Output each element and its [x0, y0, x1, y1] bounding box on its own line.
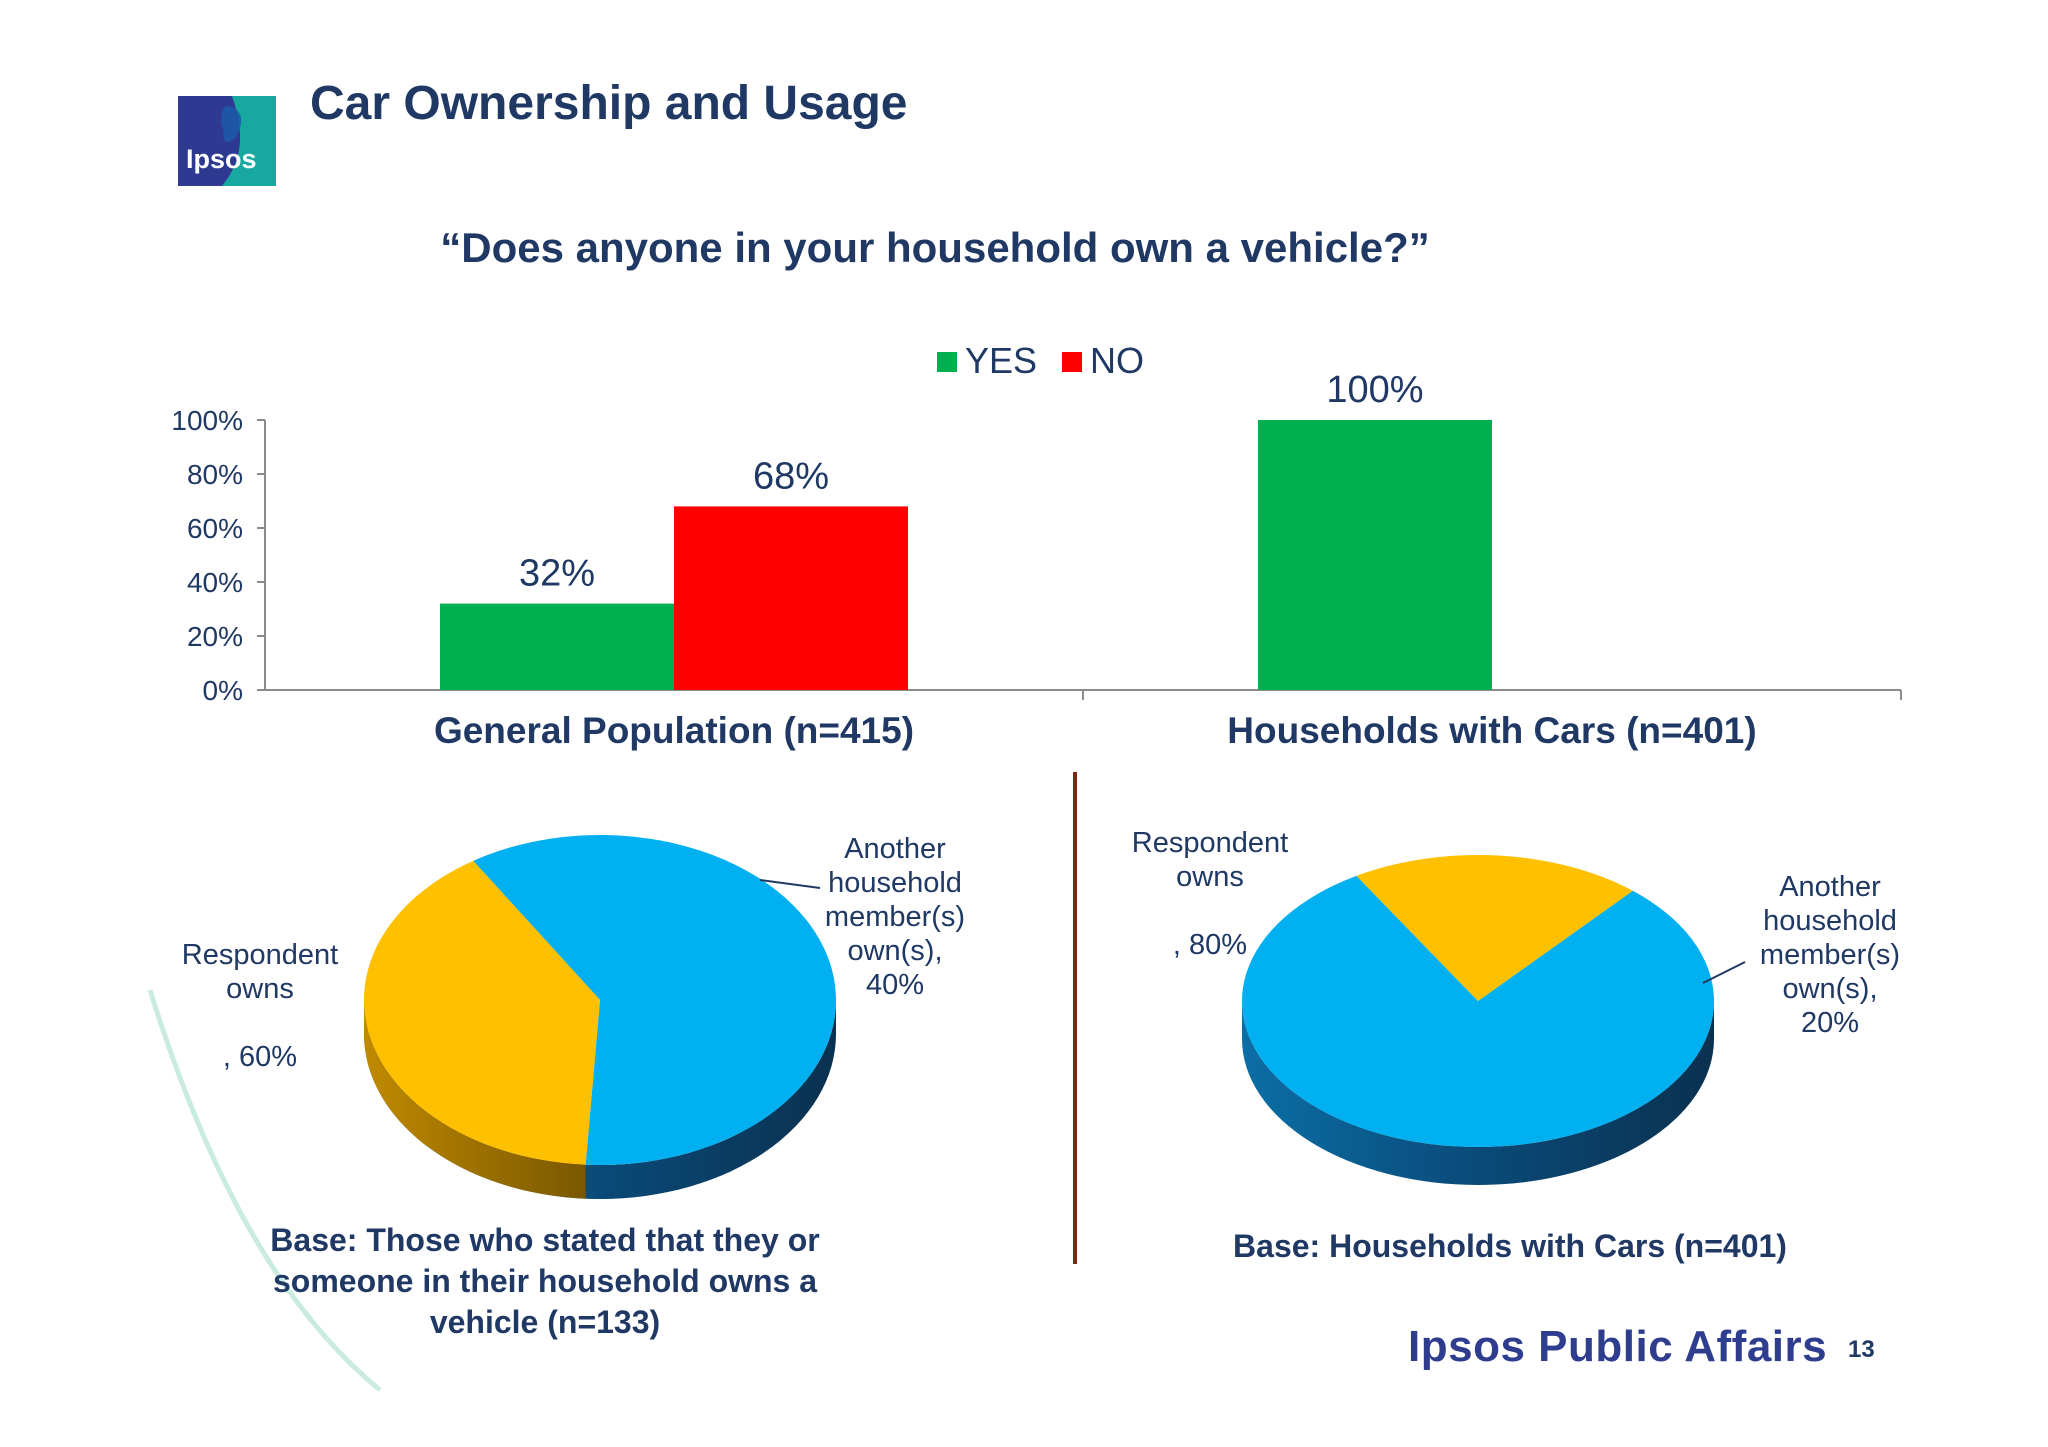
y-tick-label: 80% [187, 459, 243, 490]
pie1-base-note: Base: Those who stated that they or some… [270, 1222, 820, 1340]
pie-slice-respondent [1242, 875, 1715, 1148]
y-tick-label: 60% [187, 513, 243, 544]
pie2-respondent-label: Respondent owns , 80% [1131, 827, 1289, 961]
pie-1 [363, 835, 836, 1199]
pie-side-wall [1242, 1001, 1714, 1185]
bar-data-label: 68% [753, 455, 829, 497]
bar-no-0 [674, 506, 908, 690]
pie-slice-respondent [473, 835, 836, 1165]
bar-yes-0 [440, 603, 674, 690]
y-tick-label: 20% [187, 621, 243, 652]
ipsos-logo: Ipsos [178, 96, 276, 186]
page-title: Car Ownership and Usage [310, 77, 908, 130]
y-tick-label: 0% [203, 675, 243, 706]
footer-brand: Ipsos Public Affairs [1408, 1322, 1828, 1371]
legend-label-no: NO [1090, 340, 1144, 381]
pie2-base-note: Base: Households with Cars (n=401) [1233, 1228, 1787, 1264]
pie-side-wall-yellow [364, 1000, 586, 1199]
pie-2 [1242, 855, 1746, 1185]
ownership-bar-chart: 0% 20% 40% 60% 80% 100% 32% 68% 100% YES NO [171, 340, 1902, 706]
y-tick-label: 100% [171, 405, 243, 436]
category-label-general: General Population (n=415) [433, 710, 915, 751]
bar-data-label: 32% [519, 553, 595, 595]
logo-text: Ipsos [186, 144, 257, 174]
y-tick-label: 40% [187, 567, 243, 598]
legend-swatch-yes [937, 352, 957, 372]
bar-yes-1 [1258, 420, 1492, 690]
category-label-households: Households with Cars (n=401) [1227, 710, 1757, 751]
pie1-respondent-label: Respondent owns , 60% [181, 939, 339, 1073]
page-number: 13 [1848, 1336, 1875, 1363]
pie1-another-label: Another household member(s) own(s), 40% [824, 833, 966, 1001]
pie-leader-line [1702, 961, 1746, 984]
pie-leader-line [759, 879, 821, 889]
pie-slice-another [1356, 855, 1633, 1001]
legend-label-yes: YES [965, 340, 1037, 381]
question-text: “Does anyone in your household own a veh… [440, 224, 1430, 271]
bar-data-label: 100% [1326, 369, 1423, 411]
section-divider [1073, 772, 1077, 1264]
pie2-another-label: Another household member(s) own(s), 20% [1759, 871, 1901, 1039]
pie-slice-another [363, 860, 600, 1165]
legend-swatch-no [1062, 352, 1082, 372]
